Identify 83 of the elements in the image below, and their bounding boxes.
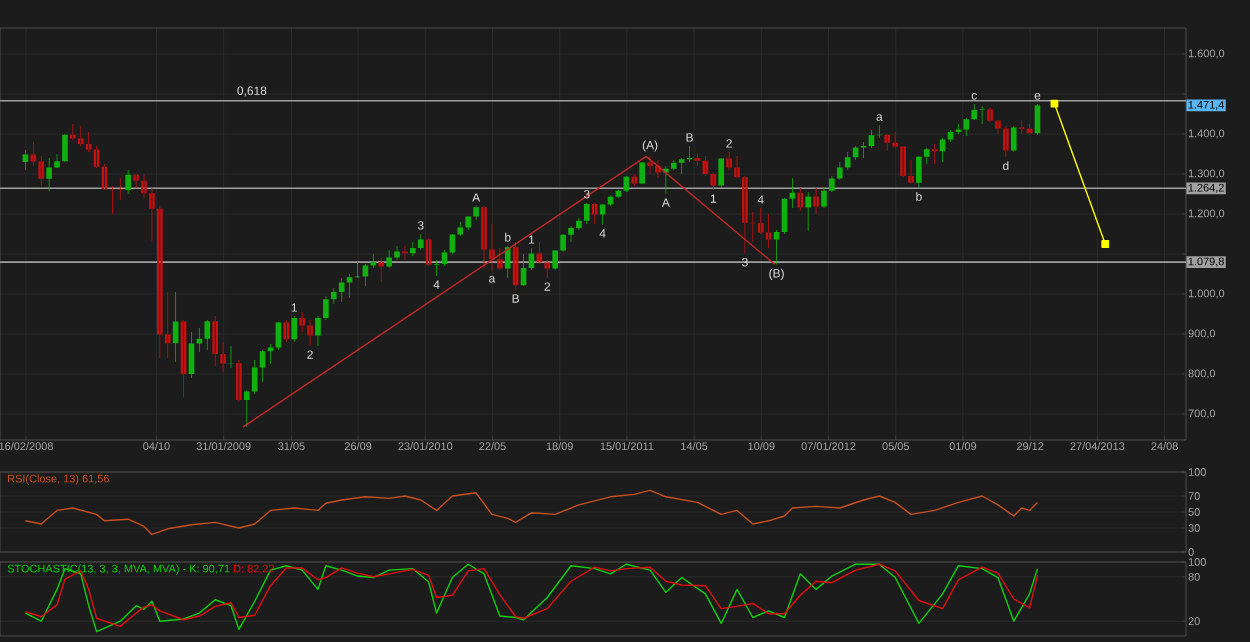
candlestick	[979, 106, 985, 124]
candlestick	[995, 120, 1001, 134]
candlestick	[987, 108, 993, 122]
candlestick	[283, 320, 290, 342]
candlestick	[378, 258, 385, 282]
candlestick	[204, 320, 211, 350]
candlestick	[38, 156, 45, 186]
candlestick	[900, 146, 906, 178]
candlestick	[971, 104, 978, 120]
candlestick	[923, 148, 930, 164]
candlestick	[243, 390, 250, 428]
candlestick	[497, 248, 503, 270]
candlestick	[117, 178, 124, 200]
candlestick	[180, 320, 187, 398]
candlestick	[125, 170, 132, 194]
candlestick	[576, 218, 582, 230]
candlestick	[686, 146, 693, 162]
candlestick	[70, 124, 76, 140]
candlestick	[931, 144, 938, 164]
candlestick	[773, 230, 780, 265]
candlestick	[465, 216, 472, 230]
candlestick	[299, 312, 305, 332]
candlestick	[354, 262, 361, 278]
candlestick	[789, 178, 796, 208]
candlestick	[330, 288, 337, 304]
candlestick	[85, 132, 92, 152]
candlestick	[860, 142, 867, 158]
candlestick	[718, 158, 725, 188]
candlestick	[212, 316, 218, 366]
candlestick	[710, 172, 717, 190]
candlestick	[251, 360, 258, 394]
candlestick	[1018, 120, 1025, 134]
candlestick	[829, 176, 835, 192]
candlestick	[694, 154, 701, 166]
candlestick	[678, 158, 685, 174]
candlestick	[30, 142, 37, 166]
candlestick	[963, 118, 970, 136]
candlestick	[346, 274, 353, 298]
candlestick	[876, 125, 883, 138]
candlestick	[884, 134, 891, 152]
candlestick	[1010, 126, 1017, 152]
candlestick	[77, 126, 84, 146]
candlestick	[109, 186, 116, 214]
candlestick	[536, 242, 543, 264]
candlestick	[62, 134, 68, 162]
candlestick	[1026, 124, 1033, 135]
candlestick	[410, 242, 416, 256]
candlestick	[702, 156, 709, 176]
candlestick	[133, 174, 139, 188]
candlestick	[93, 146, 100, 168]
candlestick	[157, 206, 163, 358]
candlestick	[765, 214, 772, 248]
candlestick	[750, 212, 756, 242]
line-series	[24, 489, 1039, 536]
candlestick	[916, 156, 922, 188]
candlestick	[236, 360, 242, 402]
candlestick	[639, 162, 645, 184]
candlestick	[591, 203, 598, 224]
candlestick	[844, 152, 851, 170]
candlestick	[164, 292, 171, 358]
candlestick	[417, 234, 424, 250]
candlestick	[892, 132, 898, 148]
candlestick	[512, 242, 519, 290]
candlestick	[583, 202, 590, 224]
candlestick	[670, 160, 677, 170]
candlestick	[544, 260, 551, 278]
candlestick	[757, 208, 764, 234]
candlestick	[1003, 126, 1009, 157]
candlestick	[46, 158, 52, 192]
candlestick	[631, 174, 638, 186]
candlestick	[433, 260, 440, 276]
candlestick	[836, 162, 843, 180]
candlestick	[457, 222, 464, 236]
candlestick	[370, 254, 377, 268]
candlestick	[726, 152, 732, 170]
candlestick	[552, 250, 558, 270]
candlestick	[338, 278, 345, 302]
candlestick	[196, 328, 203, 352]
candlestick	[323, 296, 329, 320]
candlestick	[797, 188, 804, 211]
candlestick	[386, 250, 392, 268]
candlestick	[805, 192, 812, 231]
candlestick	[291, 316, 298, 342]
